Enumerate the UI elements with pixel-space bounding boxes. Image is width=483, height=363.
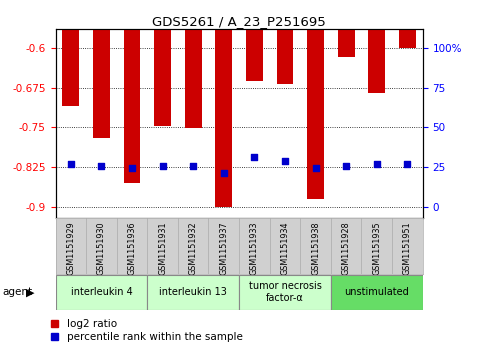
- Bar: [246, 29, 263, 81]
- Text: GSM1151935: GSM1151935: [372, 222, 381, 276]
- Text: tumor necrosis
factor-α: tumor necrosis factor-α: [249, 281, 321, 303]
- Point: [281, 158, 289, 164]
- Bar: [56, 275, 147, 310]
- Bar: [185, 29, 201, 128]
- Bar: [215, 29, 232, 207]
- Point: [251, 155, 258, 160]
- Bar: [277, 29, 293, 84]
- Text: interleukin 4: interleukin 4: [71, 287, 132, 297]
- Text: ▶: ▶: [26, 287, 35, 297]
- Text: GSM1151933: GSM1151933: [250, 222, 259, 275]
- Point: [403, 161, 411, 167]
- Bar: [369, 29, 385, 93]
- Text: GSM1151932: GSM1151932: [189, 222, 198, 276]
- Text: GSM1151929: GSM1151929: [66, 222, 75, 276]
- Text: GSM1151931: GSM1151931: [158, 222, 167, 275]
- Point: [342, 163, 350, 169]
- Text: unstimulated: unstimulated: [344, 287, 409, 297]
- Text: GSM1151936: GSM1151936: [128, 222, 137, 275]
- Text: agent: agent: [2, 287, 32, 297]
- Bar: [307, 29, 324, 199]
- Bar: [399, 29, 416, 48]
- Point: [159, 163, 167, 169]
- Bar: [239, 275, 331, 310]
- Text: GSM1151937: GSM1151937: [219, 222, 228, 276]
- Text: GSM1151938: GSM1151938: [311, 222, 320, 275]
- Text: GSM1151930: GSM1151930: [97, 222, 106, 275]
- Bar: [154, 29, 171, 126]
- Point: [67, 161, 75, 167]
- Legend: log2 ratio, percentile rank within the sample: log2 ratio, percentile rank within the s…: [51, 319, 242, 342]
- Title: GDS5261 / A_23_P251695: GDS5261 / A_23_P251695: [152, 15, 326, 28]
- Bar: [124, 29, 141, 183]
- Point: [220, 171, 227, 176]
- Bar: [338, 29, 355, 57]
- Text: GSM1151928: GSM1151928: [341, 222, 351, 276]
- Bar: [93, 29, 110, 138]
- Point: [98, 163, 105, 169]
- Text: GSM1151934: GSM1151934: [281, 222, 289, 275]
- Text: interleukin 13: interleukin 13: [159, 287, 227, 297]
- Point: [128, 165, 136, 171]
- Point: [373, 161, 381, 167]
- Text: GSM1151951: GSM1151951: [403, 222, 412, 276]
- Point: [312, 165, 319, 171]
- Bar: [62, 29, 79, 106]
- Bar: [147, 275, 239, 310]
- Point: [189, 163, 197, 169]
- Bar: [331, 275, 423, 310]
